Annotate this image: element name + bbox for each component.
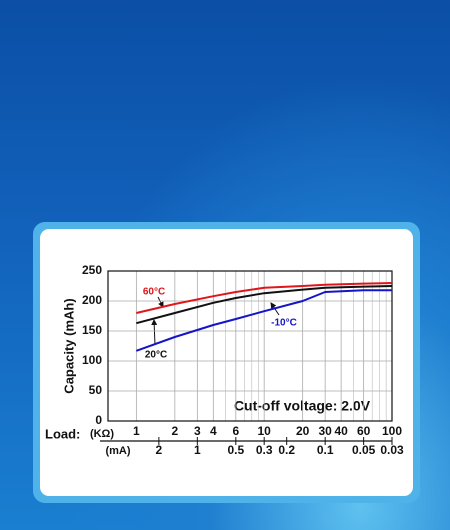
series-label: 60°C <box>143 287 165 298</box>
x2-tick-label: 0.3 <box>256 443 273 457</box>
x-tick-label: 30 <box>318 424 332 438</box>
y-tick-label: 100 <box>82 353 102 367</box>
plot-frame <box>107 270 393 422</box>
x-tick-label: 60 <box>357 424 371 438</box>
data-line <box>136 289 392 352</box>
data-line <box>136 285 393 325</box>
x-tick-label: 4 <box>210 424 217 438</box>
x2-unit: (mA) <box>105 445 130 457</box>
x-unit: (KΩ) <box>90 428 114 440</box>
x2-tick-label: 0.5 <box>227 443 244 457</box>
arrow <box>151 319 158 346</box>
x-tick-label: 1 <box>133 424 140 438</box>
y-tick-label: 200 <box>82 293 102 307</box>
x-tick-label: 100 <box>382 424 402 438</box>
x2-tick-label: 0.05 <box>352 443 376 457</box>
data-line <box>136 282 393 314</box>
series-label: 20°C <box>145 350 167 361</box>
x-tick-label: 20 <box>296 424 310 438</box>
arrow <box>157 296 164 308</box>
y-tick-label: 150 <box>82 323 102 337</box>
card <box>40 229 413 496</box>
y-tick-label: 250 <box>82 263 102 277</box>
x2-tick-label: 1 <box>194 443 201 457</box>
y-axis-title: Capacity (mAh) <box>61 298 76 393</box>
x-tick-label: 40 <box>334 424 348 438</box>
x-tick-label: 2 <box>171 424 178 438</box>
y-tick-label: 50 <box>89 383 103 397</box>
x-tick-label: 6 <box>232 424 239 438</box>
x2-tick-label: 0.03 <box>380 443 404 457</box>
x-tick-label: 10 <box>257 424 271 438</box>
x-axis-title: Load: <box>45 426 80 441</box>
x2-tick-label: 0.1 <box>317 443 334 457</box>
x-tick-label: 3 <box>194 424 201 438</box>
x2-tick-label: 2 <box>156 443 163 457</box>
y-tick-label: 0 <box>95 413 102 427</box>
series-label: -10°C <box>271 318 297 329</box>
x2-tick-label: 0.2 <box>278 443 295 457</box>
